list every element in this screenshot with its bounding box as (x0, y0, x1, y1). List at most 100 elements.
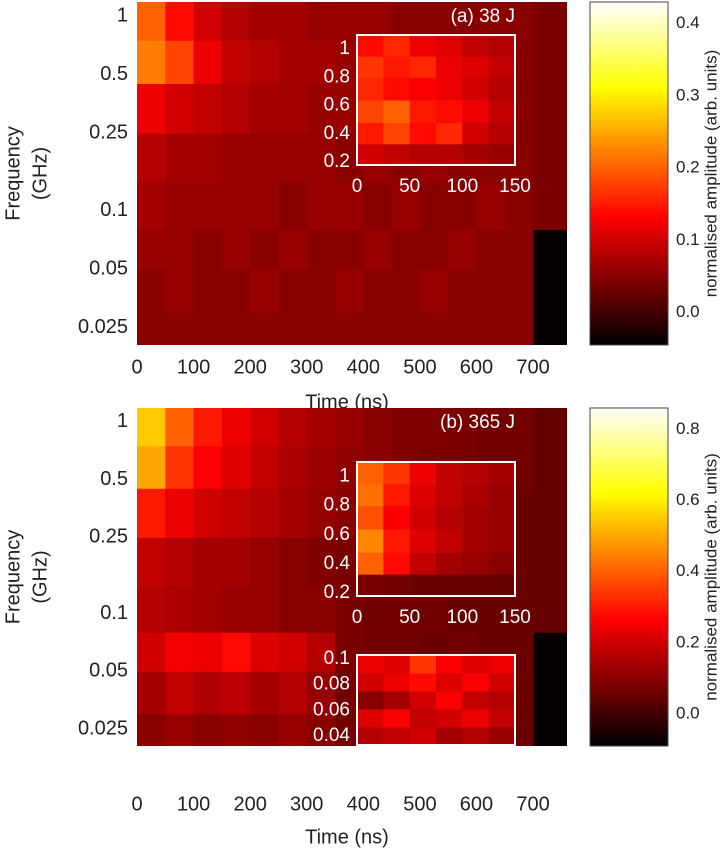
x-tick-label: 100 (177, 356, 210, 378)
heat-cell (357, 56, 384, 78)
heat-cell (409, 462, 437, 485)
heat-cell (409, 655, 437, 674)
heat-cell (533, 445, 567, 489)
heat-cell (165, 83, 195, 134)
inset-y-tick-label: 0.2 (324, 151, 350, 172)
x-tick-label: 0 (131, 793, 142, 815)
heat-cell (533, 182, 567, 230)
inset-y-tick-label: 0.04 (313, 725, 350, 746)
heat-cell (250, 713, 279, 746)
x-tick-label: 300 (290, 356, 323, 378)
heat-cell (250, 182, 279, 230)
inset-y-tick-label: 0.08 (313, 674, 350, 695)
heat-cell (193, 713, 223, 746)
heat-cell (436, 77, 463, 101)
heat-cell (278, 182, 308, 230)
x-tick-label: 0 (131, 356, 142, 378)
y-tick-label: 0.05 (89, 258, 128, 280)
panel-label: (a) 38 J (451, 6, 515, 27)
heat-cell (383, 691, 411, 710)
heat-cell (409, 77, 437, 101)
heat-cell (504, 312, 534, 345)
heat-cell (250, 632, 279, 672)
inset-y-tick-label: 0.1 (324, 648, 350, 669)
heat-cell (193, 408, 223, 447)
heat-cell (462, 462, 490, 485)
heat-cell (357, 655, 384, 674)
heat-cell (409, 709, 437, 728)
heat-cell (221, 83, 251, 134)
heat-cell (278, 713, 308, 746)
heat-cell (250, 585, 279, 633)
heat-cell (306, 83, 336, 134)
heat-cell (436, 56, 463, 78)
heat-cell (363, 312, 393, 345)
heat-cell (335, 269, 364, 313)
heat-cell (462, 673, 490, 692)
heat-cell (533, 632, 567, 672)
y-tick-label: 0.1 (100, 199, 128, 221)
heat-cell (436, 673, 463, 692)
heat-cell (383, 505, 411, 530)
heat-cell (391, 312, 421, 345)
heat-cell (165, 671, 195, 715)
colorbar-tick-label: 0.0 (676, 302, 700, 321)
heat-cell (137, 632, 166, 672)
heat-cell (488, 574, 515, 596)
heat-cell (250, 229, 279, 270)
heat-cell (409, 574, 437, 596)
heat-cell (383, 77, 411, 101)
heat-cell (221, 408, 251, 447)
heat-cell (278, 229, 308, 270)
heat-cell (193, 83, 223, 134)
inset-y-tick-label: 1 (339, 466, 350, 487)
heat-cell (357, 35, 384, 57)
inset-x-tick-label: 150 (499, 176, 531, 197)
heat-cell (137, 2, 166, 41)
heat-cell (335, 312, 364, 345)
heat-cell (436, 143, 463, 165)
heat-cell (462, 574, 490, 596)
heat-cell (221, 445, 251, 489)
heatmap (357, 35, 515, 165)
heat-cell (306, 445, 336, 489)
heat-cell (250, 133, 279, 183)
heat-cell (193, 445, 223, 489)
heat-cell (488, 673, 515, 692)
heat-cell (409, 505, 437, 530)
heat-cell (436, 727, 463, 745)
heat-cell (504, 408, 534, 447)
heat-cell (419, 269, 449, 313)
heat-cell (306, 488, 336, 538)
heat-cell (409, 529, 437, 553)
heat-cell (533, 229, 567, 270)
colorbar-label: normalised amplitude (arb. units) (701, 453, 720, 701)
inset-x-tick-label: 50 (399, 176, 420, 197)
heat-cell (357, 143, 384, 165)
heat-cell (165, 133, 195, 183)
heat-cell (363, 182, 393, 230)
heat-cell (306, 133, 336, 183)
heat-cell (462, 122, 490, 145)
heat-cell (278, 585, 308, 633)
heat-cell (278, 40, 308, 84)
inset-frame (356, 34, 516, 166)
heat-cell (383, 709, 411, 728)
heat-cell (488, 462, 515, 485)
colorbar-tick-label: 0.6 (676, 490, 700, 509)
heat-cell (165, 713, 195, 746)
heat-cell (436, 655, 463, 674)
heat-cell (306, 182, 336, 230)
heat-cell (357, 462, 384, 485)
heat-cell (476, 229, 506, 270)
inset-y-tick-label: 0.4 (324, 123, 351, 144)
colorbar-tick-label: 0.3 (676, 85, 700, 104)
heat-cell (165, 488, 195, 538)
heat-cell (278, 269, 308, 313)
x-tick-label: 700 (516, 793, 549, 815)
heat-cell (436, 574, 463, 596)
heatmap (357, 655, 515, 745)
heat-cell (448, 312, 477, 345)
x-tick-label: 200 (233, 356, 266, 378)
heat-cell (462, 56, 490, 78)
